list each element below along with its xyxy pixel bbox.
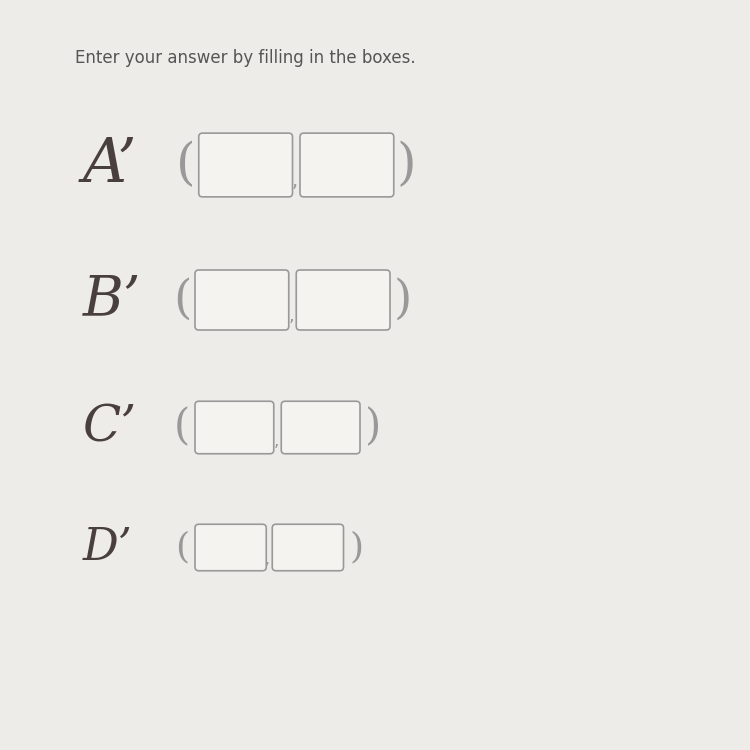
Text: (: (	[176, 140, 196, 190]
Text: (: (	[173, 278, 191, 322]
Text: ): )	[397, 140, 416, 190]
Text: ,: ,	[288, 307, 294, 325]
FancyBboxPatch shape	[195, 524, 266, 571]
Text: (: (	[176, 530, 189, 565]
FancyBboxPatch shape	[296, 270, 390, 330]
Text: ,: ,	[273, 432, 279, 450]
Text: ,: ,	[292, 172, 298, 191]
FancyBboxPatch shape	[300, 134, 394, 197]
Text: ): )	[364, 406, 381, 448]
Text: ): )	[350, 530, 363, 565]
FancyBboxPatch shape	[281, 401, 360, 454]
Text: C’: C’	[82, 403, 136, 452]
Text: ,: ,	[265, 552, 269, 567]
Text: B’: B’	[82, 273, 141, 327]
Text: D’: D’	[82, 526, 132, 569]
FancyBboxPatch shape	[272, 524, 344, 571]
FancyBboxPatch shape	[199, 134, 292, 197]
Text: (: (	[174, 406, 190, 448]
FancyBboxPatch shape	[195, 401, 274, 454]
Text: Enter your answer by filling in the boxes.: Enter your answer by filling in the boxe…	[75, 49, 416, 67]
Text: A’: A’	[82, 135, 137, 195]
Text: ): )	[394, 278, 412, 322]
FancyBboxPatch shape	[195, 270, 289, 330]
